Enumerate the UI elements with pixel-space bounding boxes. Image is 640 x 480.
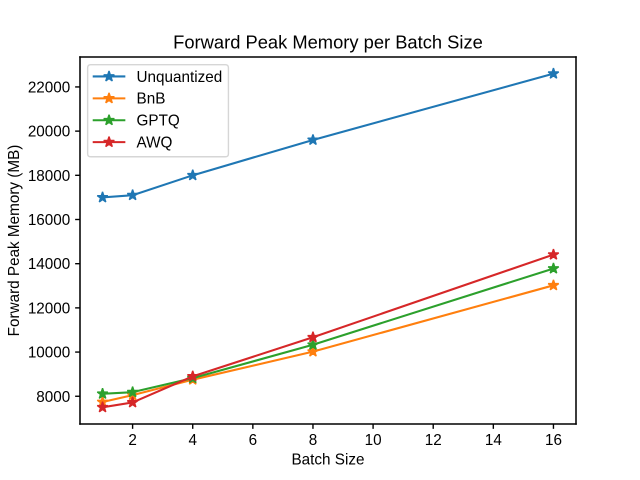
svg-text:8000: 8000 — [36, 389, 70, 406]
svg-text:8: 8 — [309, 432, 318, 449]
svg-text:Unquantized: Unquantized — [137, 69, 223, 86]
svg-text:BnB: BnB — [137, 91, 166, 108]
svg-text:14: 14 — [485, 432, 502, 449]
svg-text:AWQ: AWQ — [137, 134, 173, 151]
svg-text:GPTQ: GPTQ — [137, 113, 180, 130]
svg-text:22000: 22000 — [28, 79, 70, 96]
svg-text:16: 16 — [545, 432, 562, 449]
svg-text:16000: 16000 — [28, 212, 70, 229]
svg-text:10: 10 — [365, 432, 382, 449]
svg-text:10000: 10000 — [28, 345, 70, 362]
svg-text:2: 2 — [128, 432, 137, 449]
svg-text:Forward Peak Memory (MB): Forward Peak Memory (MB) — [6, 145, 23, 337]
svg-text:12000: 12000 — [28, 300, 70, 317]
svg-text:18000: 18000 — [28, 168, 70, 185]
svg-text:6: 6 — [249, 432, 257, 449]
svg-text:Batch Size: Batch Size — [292, 452, 365, 469]
svg-text:12: 12 — [425, 432, 442, 449]
svg-text:20000: 20000 — [28, 124, 70, 141]
svg-text:14000: 14000 — [28, 256, 70, 273]
svg-text:4: 4 — [188, 432, 197, 449]
svg-text:Forward Peak Memory per Batch: Forward Peak Memory per Batch Size — [173, 32, 483, 53]
